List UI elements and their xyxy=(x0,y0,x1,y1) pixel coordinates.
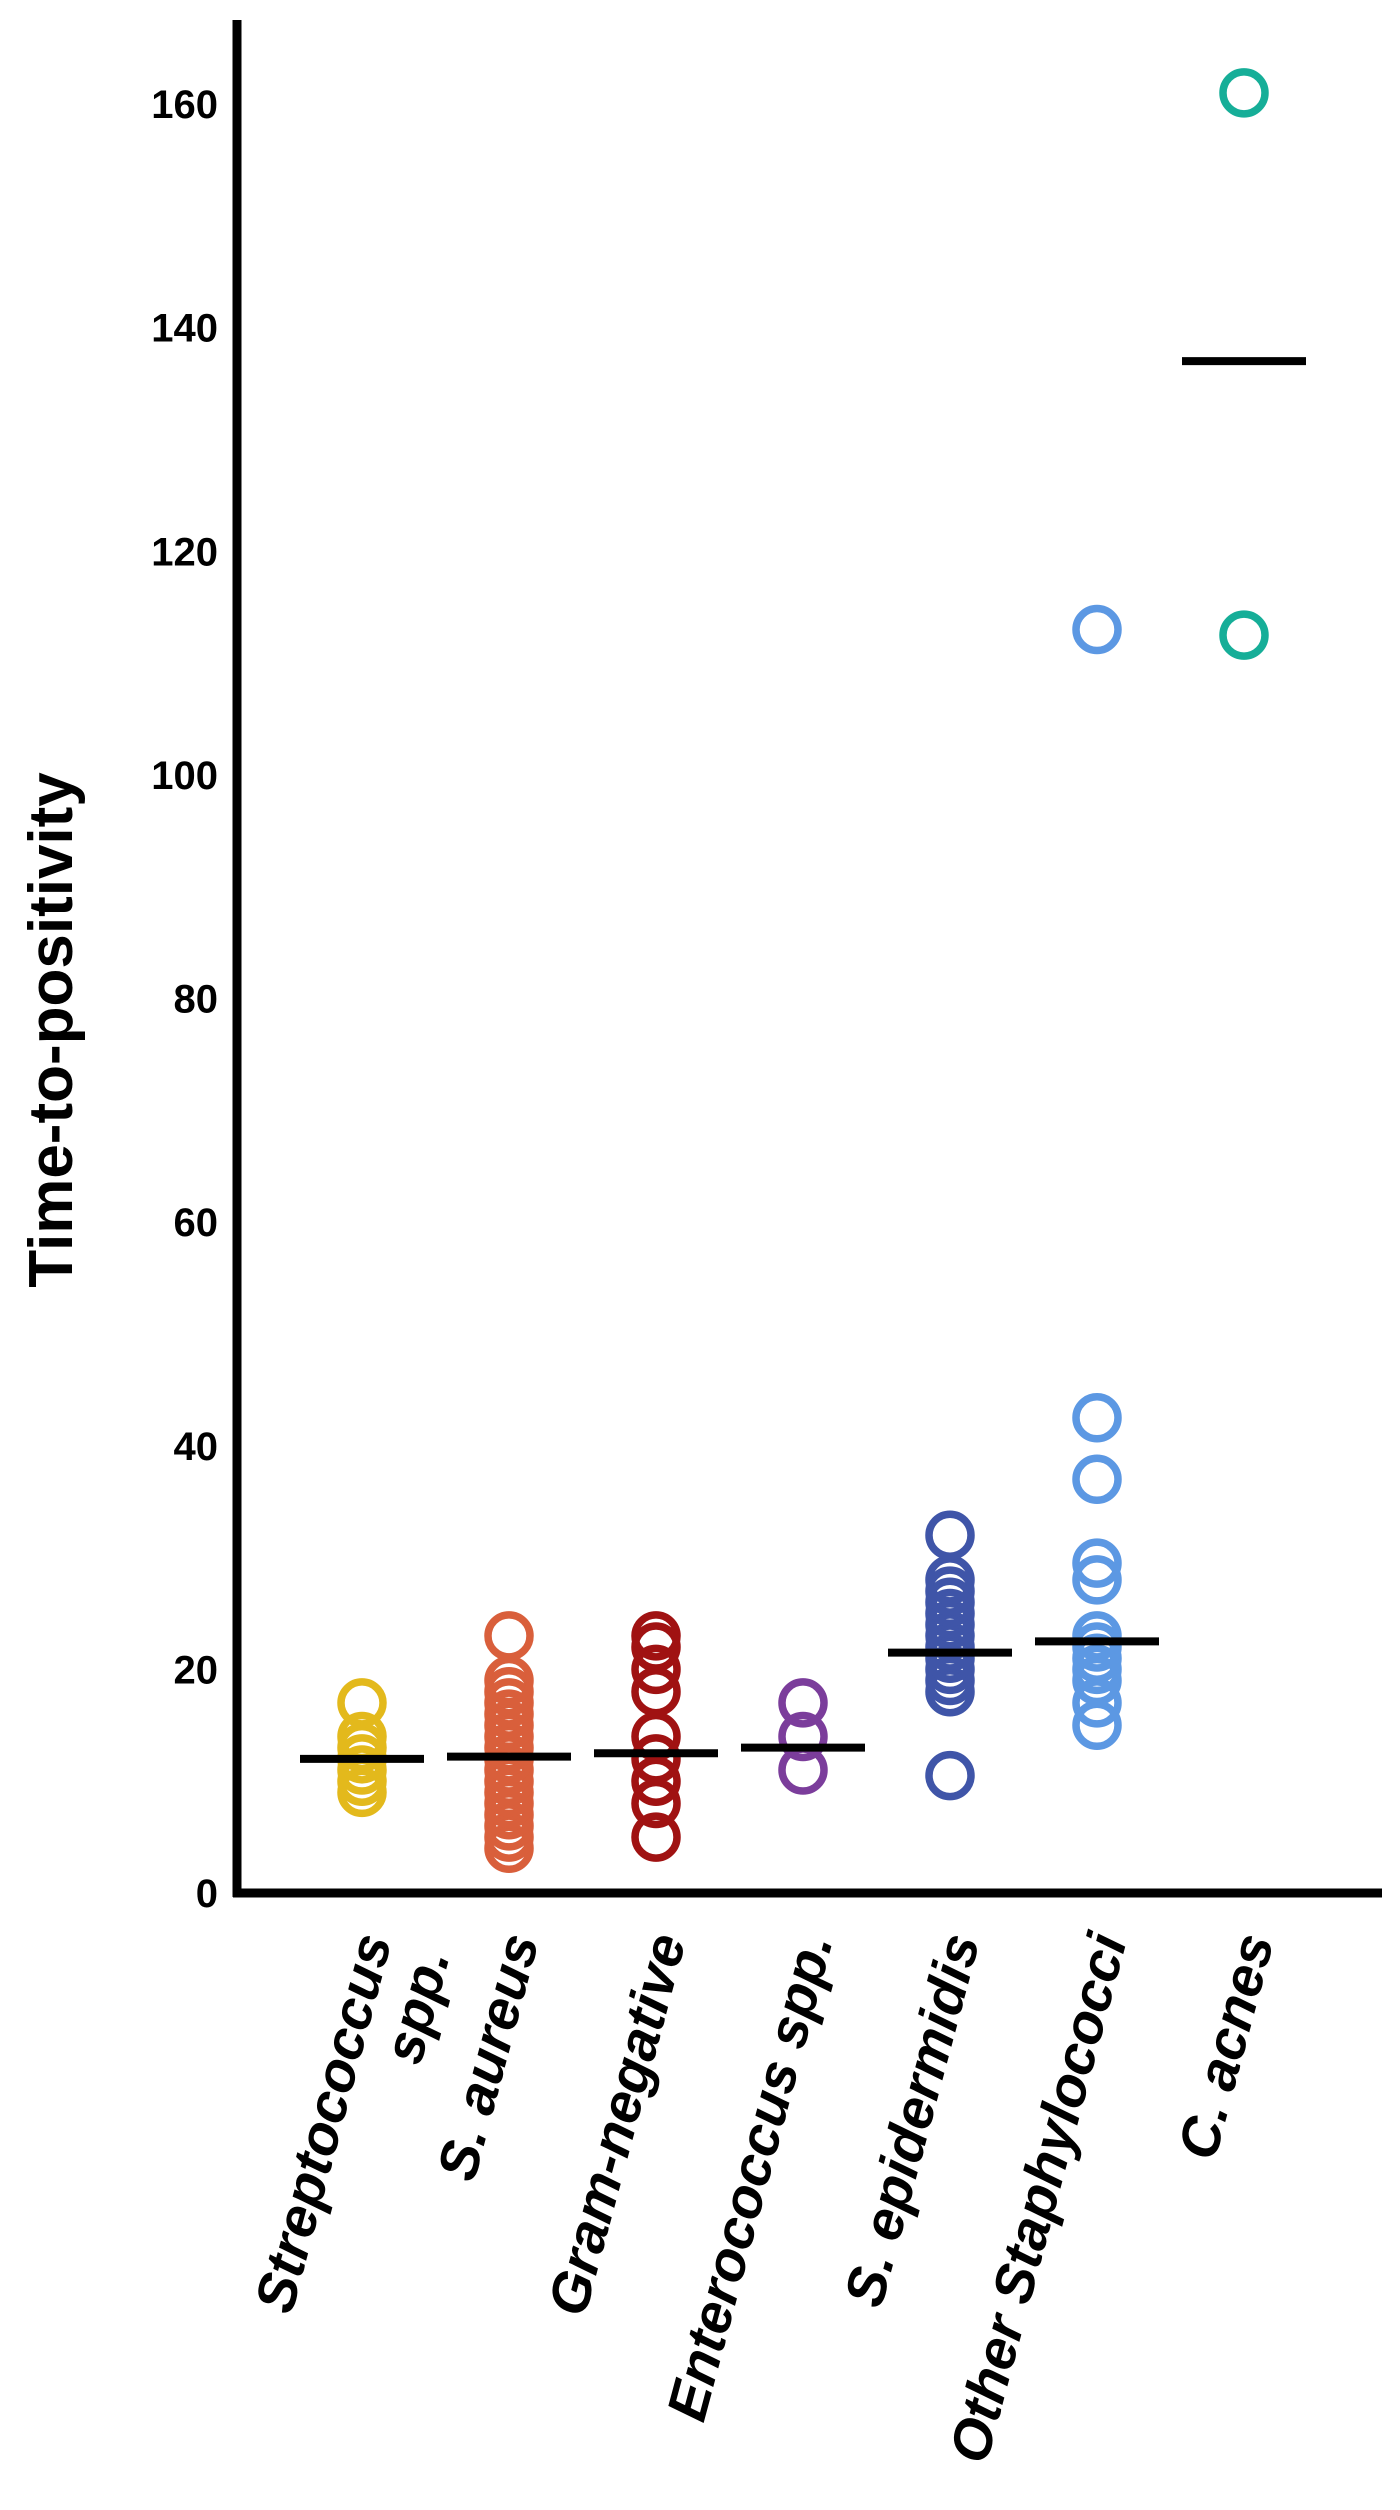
median-lines xyxy=(300,357,1306,1763)
category-label: Enterococcus spp. xyxy=(654,1927,845,2427)
y-axis-ticks: 0 20 40 60 80 100 120 140 160 xyxy=(151,83,218,1916)
category-label-line: Streptococcus xyxy=(242,1927,404,2319)
data-point xyxy=(925,1750,975,1801)
category-label: C. acnes xyxy=(1165,1927,1285,2166)
y-tick-label: 20 xyxy=(174,1648,219,1692)
y-axis-title: Time-to-positivity xyxy=(17,772,86,1288)
data-point xyxy=(1072,604,1122,655)
data-point xyxy=(778,1711,828,1762)
data-point xyxy=(1072,1454,1122,1505)
category-label-line: C. acnes xyxy=(1165,1927,1285,2166)
y-tick-label: 40 xyxy=(174,1425,219,1469)
y-tick-label: 100 xyxy=(151,754,218,798)
data-point xyxy=(631,1812,681,1862)
y-tick-label: 160 xyxy=(151,83,218,127)
data-point xyxy=(1072,1393,1122,1443)
data-point xyxy=(925,1510,975,1560)
category-label-line: S. epidermidis xyxy=(832,1927,992,2313)
data-point xyxy=(1072,1555,1122,1605)
data-point xyxy=(484,1611,534,1661)
y-tick-label: 140 xyxy=(151,307,218,351)
y-tick-label: 120 xyxy=(151,530,218,574)
data-point xyxy=(1072,1611,1122,1661)
data-point xyxy=(1219,610,1269,660)
data-point xyxy=(631,1611,681,1661)
data-point xyxy=(1219,68,1269,118)
y-tick-label: 80 xyxy=(174,978,219,1022)
y-tick-label: 0 xyxy=(196,1872,218,1916)
category-label-line: Enterococcus spp. xyxy=(654,1927,845,2427)
category-label-line: Gram-negative xyxy=(535,1927,697,2322)
data-point xyxy=(631,1734,681,1784)
data-points xyxy=(337,68,1269,1874)
y-tick-label: 60 xyxy=(174,1201,219,1245)
data-point xyxy=(1072,1538,1122,1588)
data-point xyxy=(337,1678,387,1728)
category-label: Gram-negative xyxy=(535,1927,697,2322)
category-label: S. epidermidis xyxy=(832,1927,992,2313)
data-point xyxy=(631,1644,681,1695)
data-point xyxy=(778,1678,828,1728)
